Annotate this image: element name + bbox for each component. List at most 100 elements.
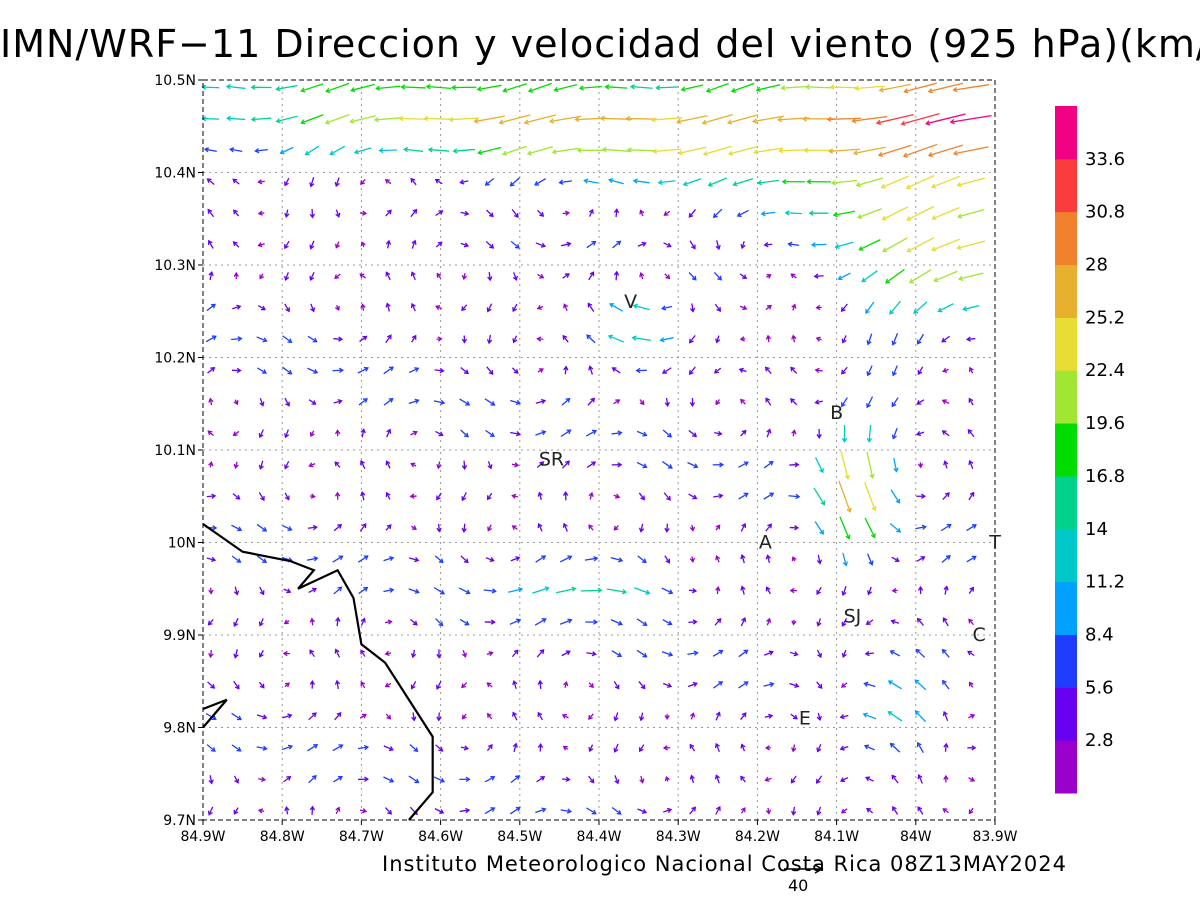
wind-vector [586,240,597,249]
wind-vector [562,334,569,343]
wind-vector [662,619,673,626]
wind-vector [233,807,239,815]
wind-vector [865,619,874,625]
wind-vector [433,399,446,405]
wind-vector [257,242,265,248]
wind-vector [386,428,392,438]
colorbar-label: 2.8 [1085,730,1114,751]
wind-vector [486,650,494,657]
wind-vector [256,367,267,374]
colorbar-segment [1055,528,1077,583]
wind-vector [941,555,951,564]
place-label: V [624,291,637,313]
wind-vector [688,493,698,500]
wind-vector [586,651,597,657]
wind-vector [536,304,544,310]
wind-vector [334,177,340,188]
wind-vector [208,270,214,281]
wind-vector [537,522,543,532]
wind-vector [889,650,901,657]
wind-vector [207,681,216,689]
wind-vector [435,241,443,248]
wind-vector [639,775,645,784]
wind-vector [284,240,290,250]
wind-vector [841,397,848,408]
wind-vector [738,649,749,658]
colorbar-label: 19.6 [1085,413,1125,434]
wind-vector [942,492,950,500]
wind-vector [233,271,239,280]
wind-vector [915,524,927,530]
wind-vector [958,272,984,281]
wind-vector [459,398,471,406]
wind-vector [839,713,849,720]
wind-vector [855,177,884,188]
wind-vector [613,743,619,753]
wind-vector [942,679,950,690]
wind-vector [360,617,366,626]
wind-vector [360,681,366,689]
colorbar-label: 25.2 [1085,307,1125,328]
wind-vector [434,555,444,564]
wind-vector [357,555,369,563]
wind-vector [360,428,366,438]
wind-vector [284,209,290,219]
wind-vector [639,399,645,406]
wind-vector [307,524,318,531]
wind-vector [284,272,290,282]
wind-vector [436,336,443,342]
wind-vector [867,586,873,596]
wind-vector [689,303,696,313]
wind-vector [512,679,518,689]
wind-vector [536,649,545,658]
wind-vector [282,650,290,657]
wind-vector [232,430,240,437]
wind-vector [942,808,949,814]
wind-vector [451,84,477,91]
wind-vector [334,273,341,279]
wind-vector [942,617,949,627]
wind-vector [810,242,827,248]
wind-vector [858,239,881,251]
wind-vector [891,587,898,594]
wind-vector [956,240,986,251]
wind-vector [359,210,368,216]
wind-vector [889,300,901,315]
wind-vector [208,587,214,595]
wind-vector [279,146,294,155]
wind-vector [803,147,835,154]
wind-vector [275,115,298,124]
wind-vector [250,116,272,122]
wind-vector [360,491,366,501]
wind-vector [632,178,650,184]
wind-vector [715,555,721,563]
wind-vector [865,301,875,315]
wind-vector [612,240,622,249]
wind-vector [410,618,418,626]
wind-vector [477,146,502,155]
wind-vector [816,586,822,595]
x-tick-label: 84.4W [576,829,621,845]
wind-vector [258,618,264,627]
wind-vector [763,460,774,469]
wind-vector [359,335,368,343]
reference-vector-label: 40 [788,876,809,895]
wind-vector [561,460,570,469]
wind-vector [875,113,914,126]
wind-vector [740,743,746,752]
wind-vector [635,367,647,374]
wind-vector [201,84,220,90]
wind-vector [760,210,776,217]
wind-vector [334,679,341,690]
wind-vector [378,147,398,154]
wind-vector [829,84,859,90]
wind-vector [839,745,849,751]
wind-vector [484,807,496,815]
wind-vector [563,303,569,311]
wind-vector [610,619,623,626]
wind-vector [207,239,214,249]
colorbar-segment [1055,423,1077,477]
wind-vector [423,115,454,122]
wind-vector [917,585,924,595]
